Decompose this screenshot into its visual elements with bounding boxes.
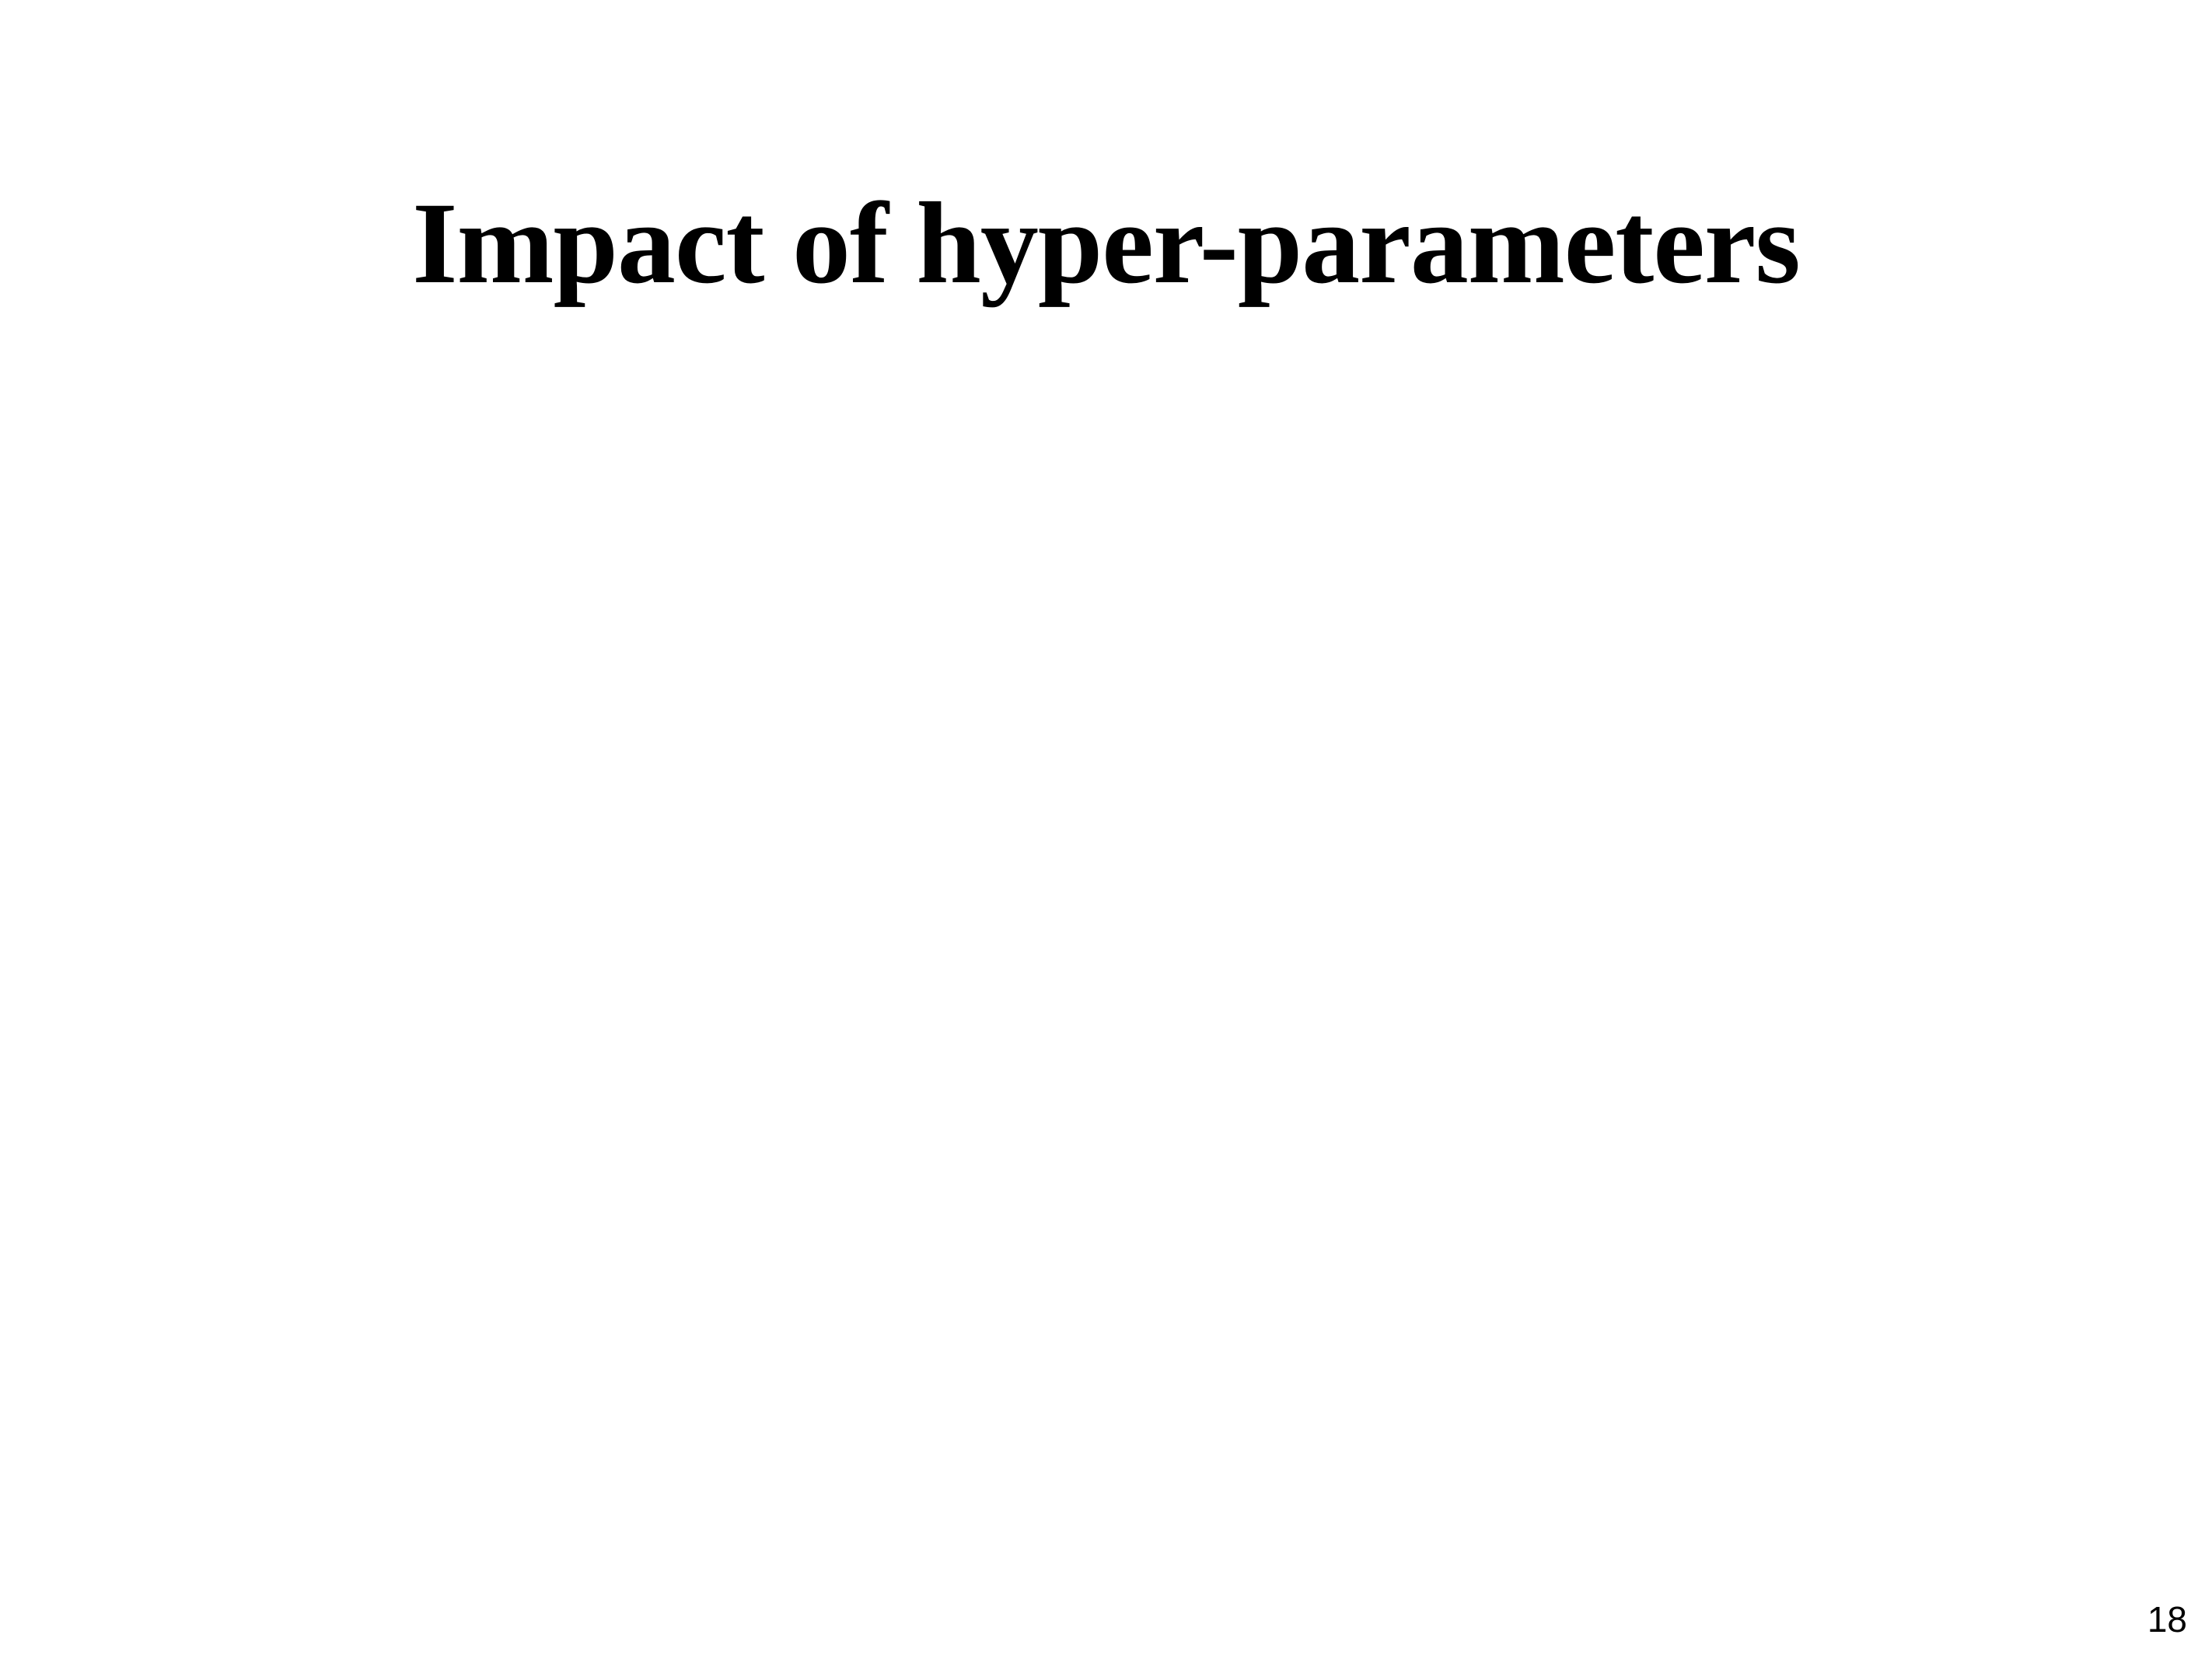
page-number: 18 [2147, 1599, 2187, 1640]
slide-title: Impact of hyper-parameters [412, 179, 1801, 308]
